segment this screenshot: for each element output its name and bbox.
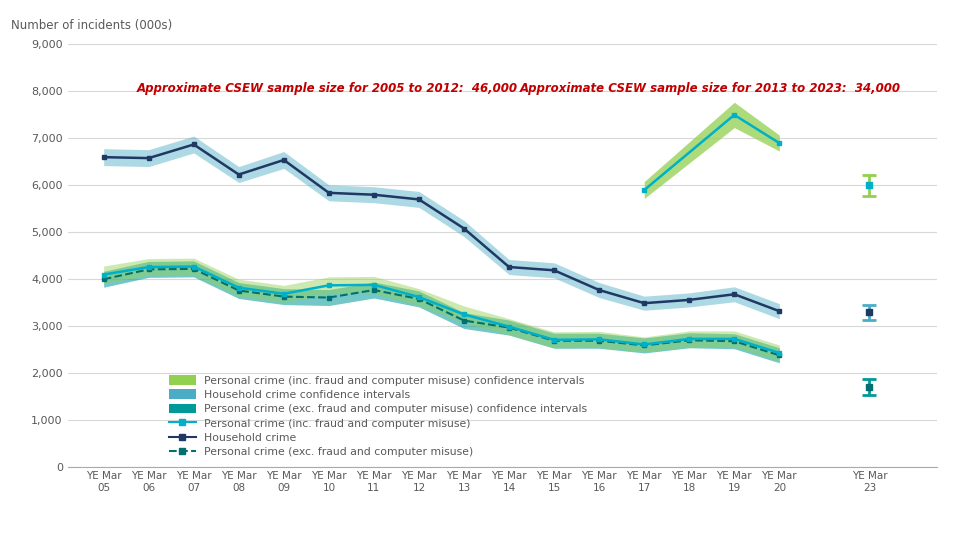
- Legend: Personal crime (inc. fraud and computer misuse) confidence intervals, Household : Personal crime (inc. fraud and computer …: [169, 375, 587, 458]
- Text: Number of incidents (000s): Number of incidents (000s): [12, 19, 172, 32]
- Text: Approximate CSEW sample size for 2013 to 2023:  34,000: Approximate CSEW sample size for 2013 to…: [520, 82, 900, 95]
- Text: Approximate CSEW sample size for 2005 to 2012:  46,000: Approximate CSEW sample size for 2005 to…: [137, 82, 518, 95]
